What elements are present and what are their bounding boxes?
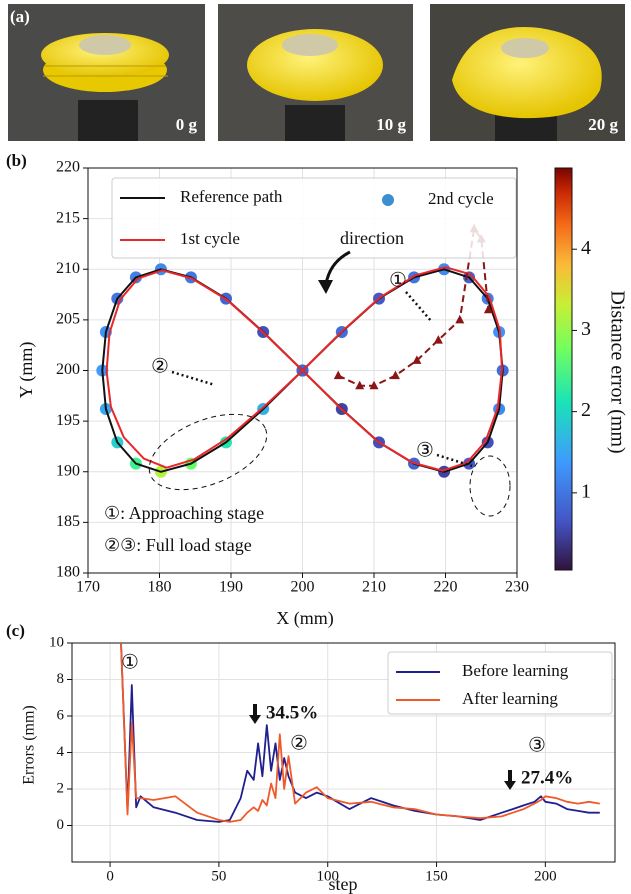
x-axis-label: X (mm) xyxy=(276,608,334,629)
legend-label: Reference path xyxy=(180,187,283,206)
legend-label: After learning xyxy=(462,689,558,708)
colorbar-tick-label: 3 xyxy=(581,318,591,340)
panel-label: (c) xyxy=(6,621,25,640)
panel-label: (a) xyxy=(10,7,30,26)
photo-caption: 20 g xyxy=(588,115,618,134)
triangle-marker xyxy=(433,335,443,344)
y-tick-label: 8 xyxy=(57,671,65,687)
y-tick-label: 215 xyxy=(56,209,80,226)
y-tick-label: 185 xyxy=(56,513,80,530)
annotation: ① xyxy=(389,270,407,292)
legend-label: 2nd cycle xyxy=(428,189,494,208)
y-tick-label: 10 xyxy=(49,634,64,650)
colorbar-tick-label: 4 xyxy=(581,237,591,259)
triangle-marker xyxy=(390,370,400,380)
leader xyxy=(171,370,216,387)
panel-label: (b) xyxy=(6,151,27,170)
series-line xyxy=(120,643,600,823)
colorbar-tick-label: 1 xyxy=(581,480,591,502)
series-line xyxy=(120,643,600,823)
triangle-marker xyxy=(355,380,365,390)
photo xyxy=(218,4,413,141)
leader xyxy=(405,291,433,323)
y-tick-label: 2 xyxy=(57,780,65,796)
highlight xyxy=(469,455,511,517)
y-axis-label: Y (mm) xyxy=(16,342,37,399)
plot-data xyxy=(96,223,509,478)
photo xyxy=(430,4,625,141)
photo xyxy=(8,4,205,141)
colorbar-label: Distance error (mm) xyxy=(606,290,628,453)
x-tick-label: 0 xyxy=(106,868,114,884)
triangle-marker xyxy=(412,355,422,364)
arrow xyxy=(253,704,257,716)
x-tick-label: 100 xyxy=(316,868,339,884)
y-tick-label: 195 xyxy=(56,412,80,429)
y-tick-label: 180 xyxy=(56,564,80,581)
plot-frame xyxy=(87,167,518,574)
y-tick-label: 4 xyxy=(57,744,65,760)
legend-label: 1st cycle xyxy=(180,229,240,248)
annotation: ③ xyxy=(528,735,546,757)
x-tick-label: 50 xyxy=(211,868,226,884)
triangle-marker xyxy=(455,314,465,324)
highlight xyxy=(148,413,268,491)
y-tick-label: 6 xyxy=(57,707,65,723)
colorbar xyxy=(554,167,573,571)
photo-caption: 10 g xyxy=(376,115,406,134)
x-tick-label: 220 xyxy=(434,579,458,596)
y-tick-label: 220 xyxy=(56,159,80,176)
annotation: 27.4% xyxy=(521,767,573,788)
arrow-head xyxy=(504,781,516,790)
triangle-marker xyxy=(333,370,343,380)
annotation: ②③: Full load stage xyxy=(104,535,252,555)
y-tick-label: 200 xyxy=(56,361,80,378)
legend-marker xyxy=(382,194,394,206)
y-axis-label: Errors (mm) xyxy=(21,705,38,785)
plot-data xyxy=(120,643,600,823)
x-axis-label: step xyxy=(329,874,358,894)
legend-label: Before learning xyxy=(462,661,569,680)
x-tick-label: 170 xyxy=(76,579,100,596)
annotation: ① xyxy=(121,652,139,674)
leader xyxy=(436,453,473,468)
triangle-marker xyxy=(369,380,379,390)
legend-box xyxy=(111,177,517,259)
x-tick-label: 150 xyxy=(425,868,448,884)
arrow-head xyxy=(318,280,333,294)
y-tick-label: 0 xyxy=(57,817,65,833)
annotation: ①: Approaching stage xyxy=(104,503,264,523)
x-tick-label: 190 xyxy=(219,579,243,596)
x-tick-label: 230 xyxy=(505,579,529,596)
y-tick-label: 190 xyxy=(56,462,80,479)
arrow xyxy=(508,770,512,782)
triangle-marker xyxy=(483,304,493,314)
x-tick-label: 200 xyxy=(534,868,557,884)
y-tick-label: 210 xyxy=(56,260,80,277)
y-tick-label: 205 xyxy=(56,311,80,328)
x-tick-label: 180 xyxy=(148,579,172,596)
photo-caption: 0 g xyxy=(176,115,198,134)
plot-frame xyxy=(71,642,616,863)
legend-box xyxy=(387,651,613,715)
colorbar-tick-label: 2 xyxy=(581,399,591,421)
annotation: ③ xyxy=(416,440,434,462)
x-tick-label: 200 xyxy=(291,579,315,596)
arrow-head xyxy=(249,715,261,724)
annotation: direction xyxy=(340,228,404,248)
x-tick-label: 210 xyxy=(362,579,386,596)
annotation: 34.5% xyxy=(266,702,318,723)
annotation: ② xyxy=(151,356,169,378)
annotation: ② xyxy=(290,733,308,755)
series-line xyxy=(105,266,503,472)
